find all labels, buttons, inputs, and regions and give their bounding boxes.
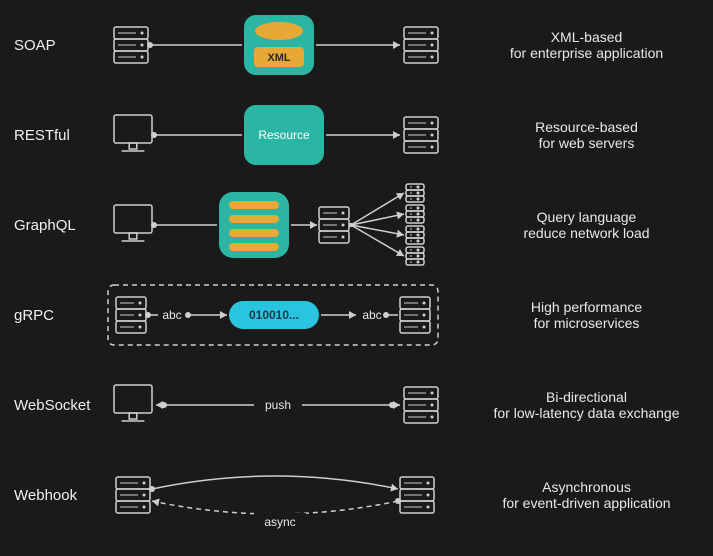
desc-line1: Query language	[474, 209, 699, 225]
api-label: Webhook	[14, 487, 104, 504]
api-label: WebSocket	[14, 397, 104, 414]
api-diagram: Resource	[104, 90, 444, 180]
api-row-graphql: GraphQL	[0, 180, 713, 270]
api-diagram: XML	[104, 0, 444, 90]
svg-text:push: push	[265, 398, 291, 412]
desc-line1: Asynchronous	[474, 479, 699, 495]
api-description: XML-basedfor enterprise application	[444, 29, 699, 61]
api-diagram: async	[104, 450, 444, 540]
desc-line2: for microservices	[474, 315, 699, 331]
desc-line2: for web servers	[474, 135, 699, 151]
api-description: Query languagereduce network load	[444, 209, 699, 241]
api-row-grpc: gRPC abc abc 010010... High performancefor …	[0, 270, 713, 360]
desc-line2: reduce network load	[474, 225, 699, 241]
api-row-soap: SOAP XML XML-basedfor enterprise applicat…	[0, 0, 713, 90]
api-label: gRPC	[14, 307, 104, 324]
desc-line1: XML-based	[474, 29, 699, 45]
desc-line2: for low-latency data exchange	[474, 405, 699, 421]
api-description: Asynchronousfor event-driven application	[444, 479, 699, 511]
desc-line1: High performance	[474, 299, 699, 315]
api-label: GraphQL	[14, 217, 104, 234]
desc-line2: for event-driven application	[474, 495, 699, 511]
api-label: RESTful	[14, 127, 104, 144]
svg-text:abc: abc	[162, 308, 181, 322]
svg-text:XML: XML	[267, 52, 291, 64]
desc-line1: Bi-directional	[474, 389, 699, 405]
api-diagram: abc abc 010010...	[104, 270, 444, 360]
api-description: Resource-basedfor web servers	[444, 119, 699, 151]
svg-text:async: async	[264, 515, 295, 529]
api-description: Bi-directionalfor low-latency data excha…	[444, 389, 699, 421]
api-description: High performancefor microservices	[444, 299, 699, 331]
desc-line2: for enterprise application	[474, 45, 699, 61]
api-diagram: push	[104, 360, 444, 450]
api-row-restful: RESTful Resource Resource-basedfor web se…	[0, 90, 713, 180]
svg-text:abc: abc	[362, 308, 381, 322]
svg-text:Resource: Resource	[258, 128, 310, 142]
api-row-websocket: WebSocket push Bi-directionalfor low-late…	[0, 360, 713, 450]
svg-text:010010...: 010010...	[249, 308, 299, 322]
api-row-webhook: Webhook async Asynchronousfor event-drive…	[0, 450, 713, 540]
api-diagram	[104, 180, 444, 270]
desc-line1: Resource-based	[474, 119, 699, 135]
api-label: SOAP	[14, 37, 104, 54]
